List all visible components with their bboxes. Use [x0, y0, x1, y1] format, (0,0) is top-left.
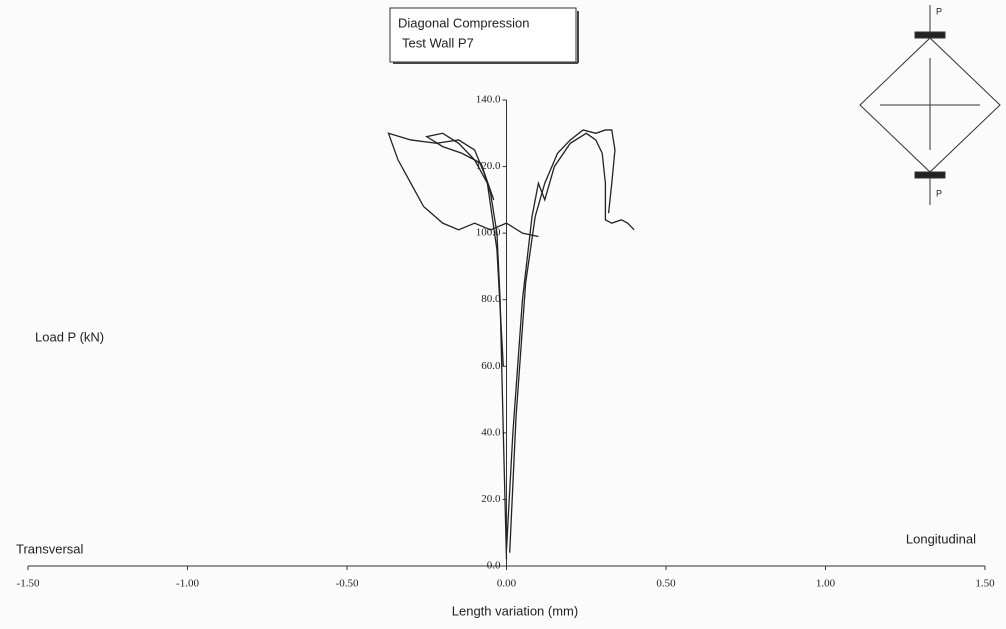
- annotation: Transversal: [16, 541, 84, 556]
- y-tick-label: 140.0: [476, 94, 501, 106]
- chart-title: Diagonal Compression: [398, 15, 530, 30]
- y-tick-label: 80.0: [481, 293, 501, 305]
- x-tick-label: 0.50: [656, 578, 676, 590]
- diagram-label: P: [936, 188, 942, 198]
- x-tick-label: 1.50: [975, 578, 995, 590]
- y-tick-label: 40.0: [481, 426, 501, 438]
- wall-diagram: P P: [859, 5, 1001, 205]
- x-tick-label: 0.00: [497, 578, 517, 590]
- y-tick-label: 60.0: [481, 360, 501, 372]
- data-line: [505, 132, 635, 550]
- data-line: [425, 132, 504, 367]
- chart-subtitle: Test Wall P7: [402, 35, 474, 50]
- data-line: [509, 129, 616, 553]
- diagram-label: P: [936, 6, 942, 16]
- title-box: [389, 7, 577, 63]
- y-axis-label: Load P (kN): [35, 329, 104, 344]
- y-tick-label: 0.0: [487, 560, 501, 572]
- x-tick-label: -1.00: [176, 578, 199, 590]
- y-tick-label: 20.0: [481, 493, 501, 505]
- x-tick-label: -0.50: [336, 578, 359, 590]
- x-tick-label: 1.00: [816, 578, 836, 590]
- x-tick-label: -1.50: [17, 578, 40, 590]
- data-line: [387, 132, 539, 560]
- x-axis-label: Length variation (mm): [452, 603, 578, 618]
- annotation: Longitudinal: [906, 531, 976, 546]
